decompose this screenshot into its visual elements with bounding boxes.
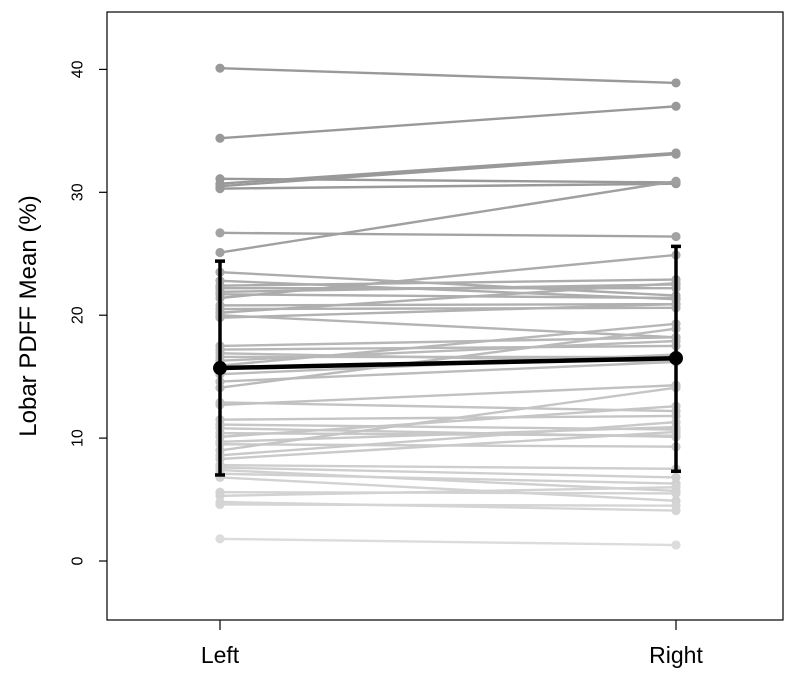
- series-line: [219, 537, 677, 547]
- point-right: [671, 101, 681, 111]
- series-line: [219, 105, 677, 140]
- series-line: [219, 466, 677, 479]
- ytick-label: 0: [70, 556, 87, 565]
- mean-line: [219, 355, 677, 371]
- point-left: [215, 63, 225, 73]
- series-line: [219, 401, 677, 413]
- series-line: [219, 278, 677, 287]
- point-right: [671, 540, 681, 550]
- series-line: [219, 476, 677, 502]
- point-right: [671, 231, 681, 242]
- series-line: [219, 344, 677, 351]
- series-line: [219, 463, 677, 471]
- series-line: [219, 302, 677, 307]
- y-axis-title: Lobar PDFF Mean (%): [15, 195, 42, 436]
- ytick-label: 30: [70, 183, 87, 201]
- plot-frame: [106, 11, 784, 621]
- series-line: [219, 293, 677, 300]
- series-pair-50: [215, 499, 681, 511]
- series-line: [219, 66, 677, 85]
- point-right: [671, 176, 681, 186]
- ytick-label: 10: [70, 429, 87, 447]
- series-line: [219, 486, 677, 498]
- point-left: [215, 499, 225, 510]
- xtick-label-left: Left: [201, 642, 240, 668]
- series-line: [219, 253, 677, 300]
- point-right: [671, 482, 681, 492]
- series-line: [219, 182, 677, 190]
- point-right: [671, 501, 681, 511]
- series-line: [219, 270, 677, 297]
- point-left: [215, 133, 225, 143]
- series-line: [219, 420, 677, 457]
- series-line: [219, 322, 677, 367]
- series-line: [219, 180, 677, 254]
- series-line: [219, 314, 677, 339]
- xtick-label-right: Right: [649, 642, 703, 668]
- y-axis: 0 10 20 30 40: [70, 60, 107, 565]
- series-pair-7: [215, 228, 681, 242]
- point-left: [215, 247, 225, 258]
- series-pair-8: [215, 176, 681, 258]
- point-right: [671, 78, 681, 88]
- point-left: [215, 184, 225, 194]
- mean-point-left: [213, 361, 227, 376]
- series-line: [219, 327, 677, 389]
- series-line: [219, 153, 677, 188]
- series-line: [219, 302, 677, 319]
- point-left: [215, 228, 225, 238]
- ytick-label: 20: [70, 306, 87, 324]
- ytick-label: 40: [70, 60, 87, 78]
- series-line: [219, 472, 677, 485]
- series-line: [219, 404, 677, 439]
- series-pair-2: [215, 101, 681, 143]
- series-pair-46: [215, 472, 681, 506]
- point-left: [215, 534, 225, 544]
- series-line: [219, 339, 677, 362]
- series-pair-30: [215, 397, 681, 416]
- series-line: [219, 282, 677, 314]
- point-right: [671, 149, 681, 159]
- series-pair-1: [215, 63, 681, 88]
- series-line: [219, 151, 677, 185]
- mean-point-right: [669, 351, 683, 366]
- series-pair-51: [215, 534, 681, 550]
- series-line: [219, 490, 677, 495]
- mean-layer: [213, 244, 683, 477]
- series-line: [219, 500, 677, 512]
- series-line: [219, 503, 677, 507]
- series-line: [219, 430, 677, 461]
- series-line: [219, 386, 677, 452]
- series-line: [219, 231, 677, 238]
- series-line: [219, 384, 677, 407]
- series-line: [219, 468, 677, 493]
- x-axis: Left Right: [201, 620, 703, 668]
- series-line: [219, 414, 677, 421]
- series-pair-31: [215, 380, 681, 410]
- series-layer: [215, 63, 681, 550]
